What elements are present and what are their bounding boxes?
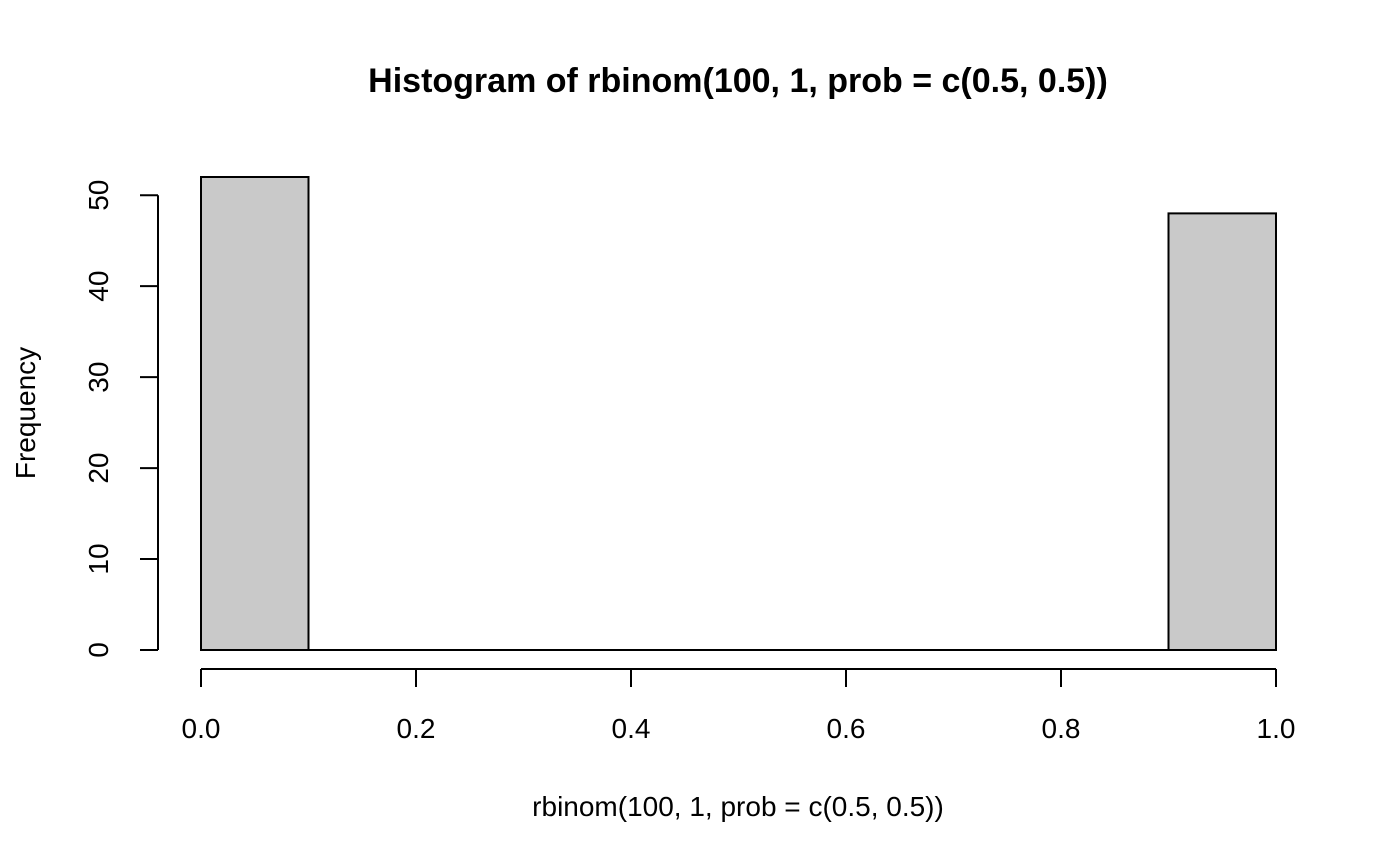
- bars-group: [200, 176, 1277, 651]
- y-tick-label-3: 30: [83, 362, 114, 393]
- x-tick-label-4: 0.8: [1042, 713, 1081, 744]
- x-tick-label-1: 0.2: [397, 713, 436, 744]
- x-tick-label-3: 0.6: [827, 713, 866, 744]
- y-axis: 0 10 20 30 40 50: [83, 180, 159, 658]
- y-tick-label-5: 50: [83, 180, 114, 211]
- y-tick-label-1: 10: [83, 543, 114, 574]
- y-tick-label-2: 20: [83, 452, 114, 483]
- y-tick-label-4: 40: [83, 271, 114, 302]
- y-axis-label: Frequency: [10, 347, 41, 479]
- x-tick-label-2: 0.4: [612, 713, 651, 744]
- x-axis-label: rbinom(100, 1, prob = c(0.5, 0.5)): [532, 791, 944, 822]
- x-axis: 0.0 0.2 0.4 0.6 0.8 1.0: [182, 668, 1296, 744]
- chart-title: Histogram of rbinom(100, 1, prob = c(0.5…: [368, 62, 1108, 100]
- histogram-bar-0: [200, 176, 310, 651]
- x-tick-label-5: 1.0: [1257, 713, 1296, 744]
- histogram-bar-9: [1167, 212, 1277, 651]
- y-tick-label-0: 0: [83, 642, 114, 658]
- x-tick-label-0: 0.0: [182, 713, 221, 744]
